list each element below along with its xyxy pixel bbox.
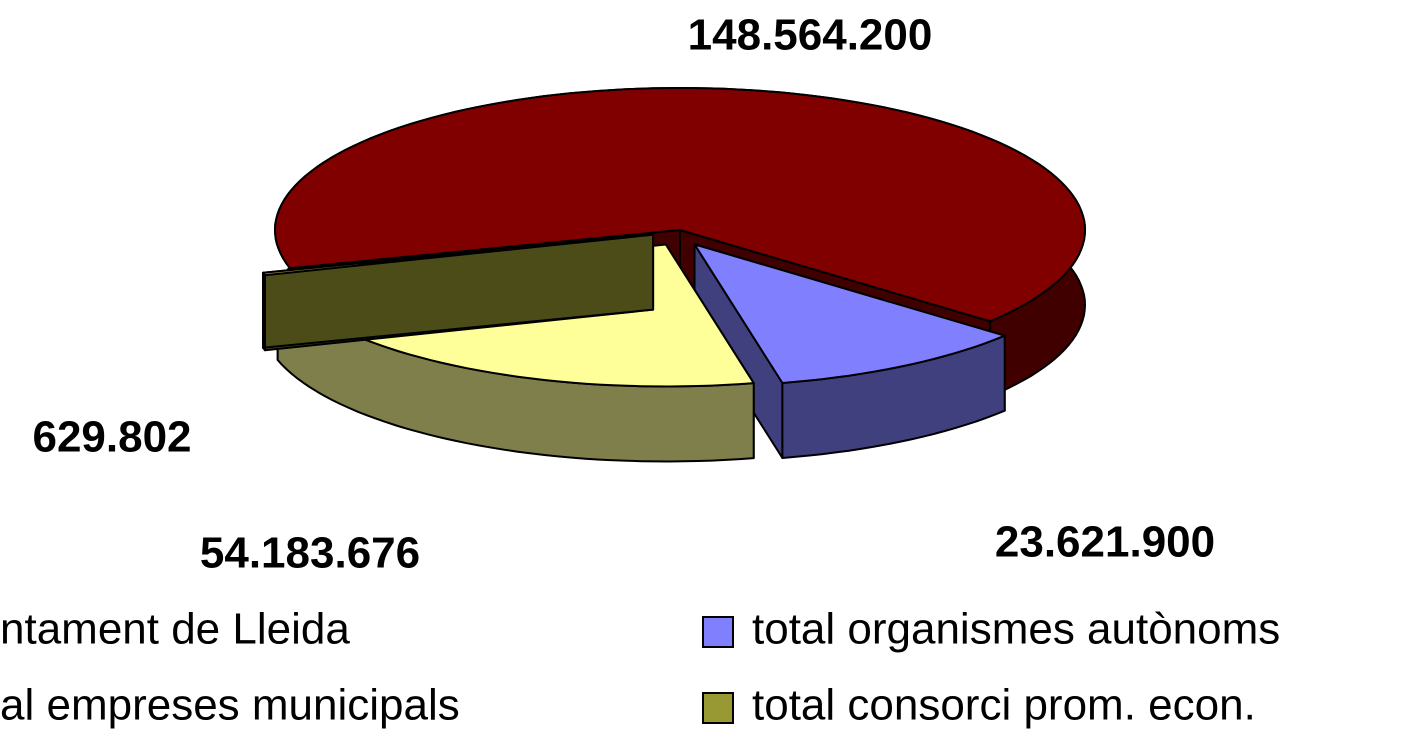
data-label: 629.802 — [32, 413, 191, 462]
data-label: 23.621.900 — [995, 518, 1215, 567]
data-label: 54.183.676 — [200, 529, 420, 578]
pie-slice — [693, 243, 1006, 384]
pie-slice — [262, 233, 655, 277]
legend-swatch — [702, 616, 734, 648]
legend-label: total consorci prom. econ. — [752, 681, 1256, 730]
legend-swatch — [702, 692, 734, 724]
legend-label: ntament de Lleida — [0, 605, 350, 654]
pie-slice — [274, 87, 1086, 323]
legend-label: al empreses municipals — [0, 681, 460, 730]
legend-label: total organismes autònoms — [752, 605, 1280, 654]
slice-side — [262, 271, 266, 352]
data-label: 148.564.200 — [688, 11, 933, 60]
